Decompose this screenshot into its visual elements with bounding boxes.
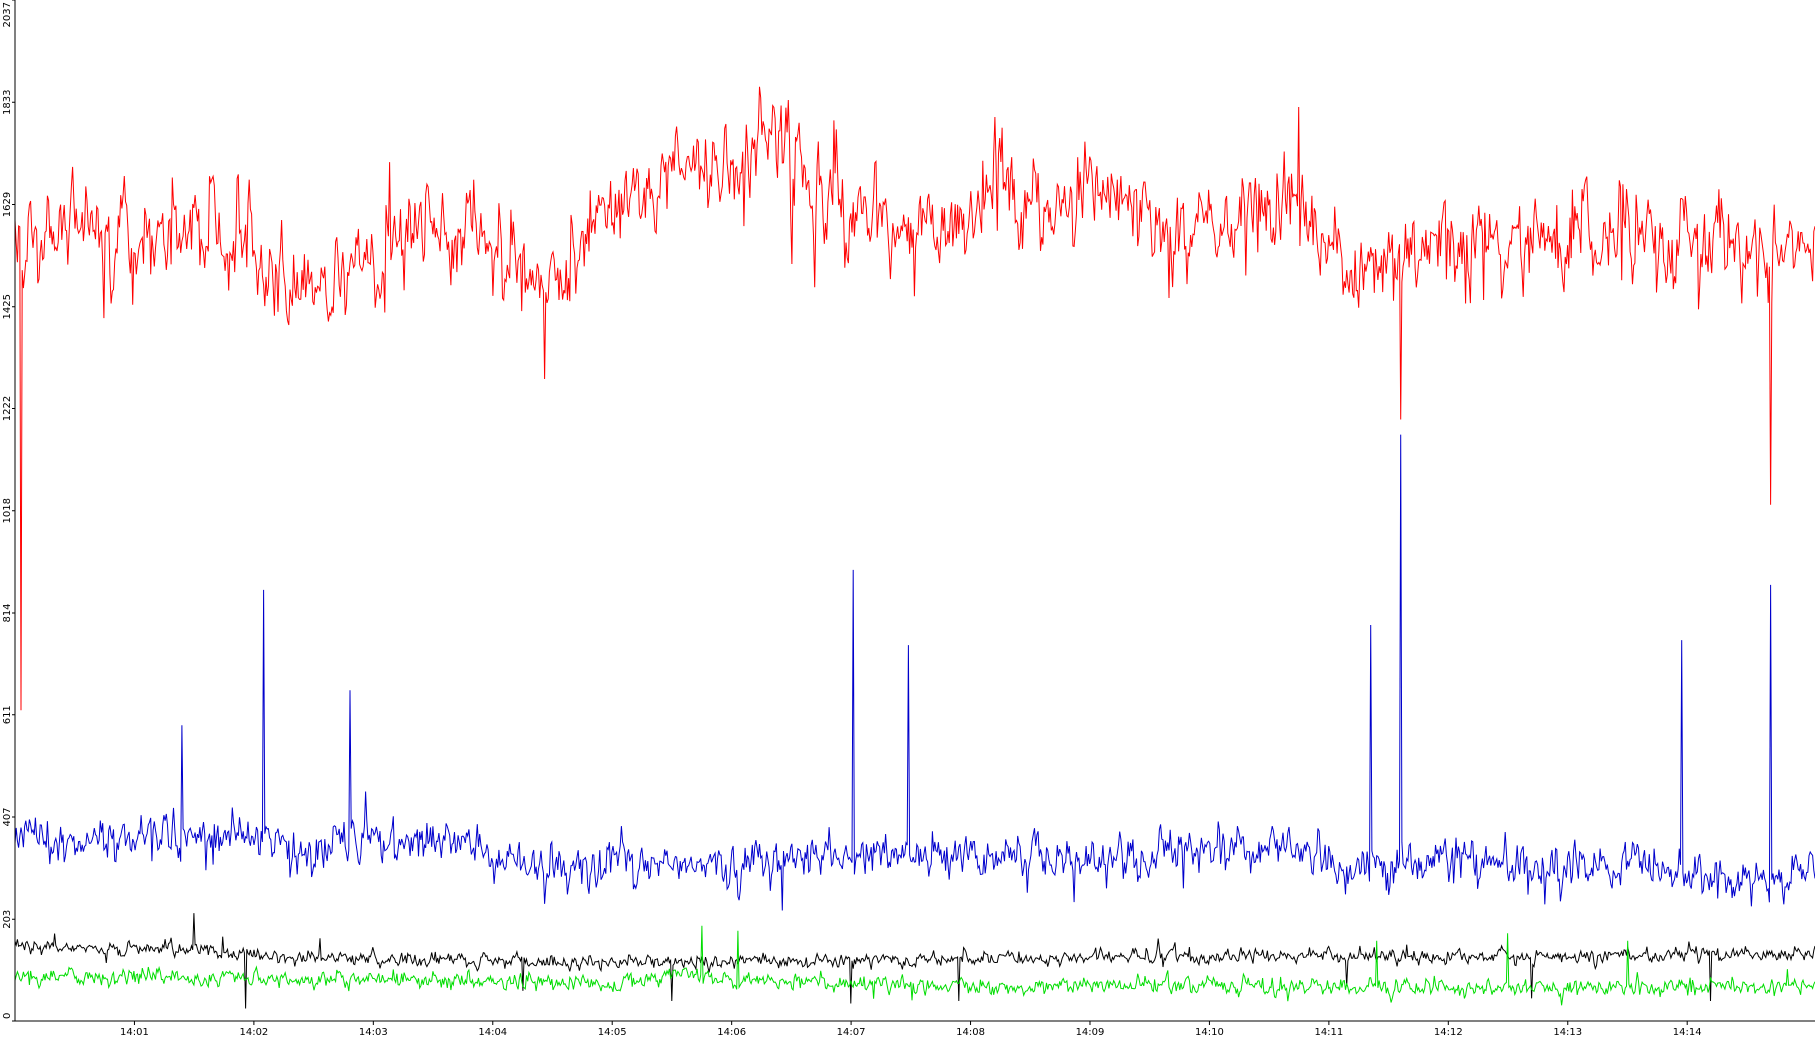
x-tick-label: 14:05 (598, 1027, 627, 1038)
x-tick-label: 14:10 (1195, 1027, 1224, 1038)
x-tick-label: 14:04 (478, 1027, 507, 1038)
series-line-3 (14, 913, 1815, 1009)
x-tick-label: 14:01 (120, 1027, 149, 1038)
y-tick-label: 814 (2, 603, 13, 622)
y-tick-label: 203 (2, 910, 13, 929)
y-tick-label: 1833 (2, 90, 13, 115)
x-tick-label: 14:09 (1076, 1027, 1105, 1038)
x-tick-label: 14:11 (1314, 1027, 1343, 1038)
x-tick-label: 14:02 (239, 1027, 268, 1038)
x-tick-label: 14:06 (717, 1027, 746, 1038)
y-tick-label: 611 (2, 705, 13, 724)
x-tick-label: 14:12 (1434, 1027, 1463, 1038)
y-tick-label: 1425 (2, 294, 13, 319)
series-layer (14, 86, 1815, 1009)
x-tick-label: 14:13 (1553, 1027, 1582, 1038)
y-tick-label: 1629 (2, 192, 13, 217)
y-tick-label: 0 (2, 1013, 13, 1019)
y-tick-label: 1222 (2, 396, 13, 421)
series-line-1 (14, 86, 1815, 711)
y-tick-label: 407 (2, 807, 13, 826)
y-tick-label: 1018 (2, 498, 13, 523)
series-line-4 (14, 925, 1815, 1006)
x-tick-label: 14:03 (359, 1027, 388, 1038)
y-tick-label: 2037 (2, 2, 13, 27)
series-line-2 (14, 434, 1815, 911)
x-tick-label: 14:14 (1673, 1027, 1702, 1038)
x-tick-label: 14:07 (837, 1027, 866, 1038)
x-tick-label: 14:08 (956, 1027, 985, 1038)
